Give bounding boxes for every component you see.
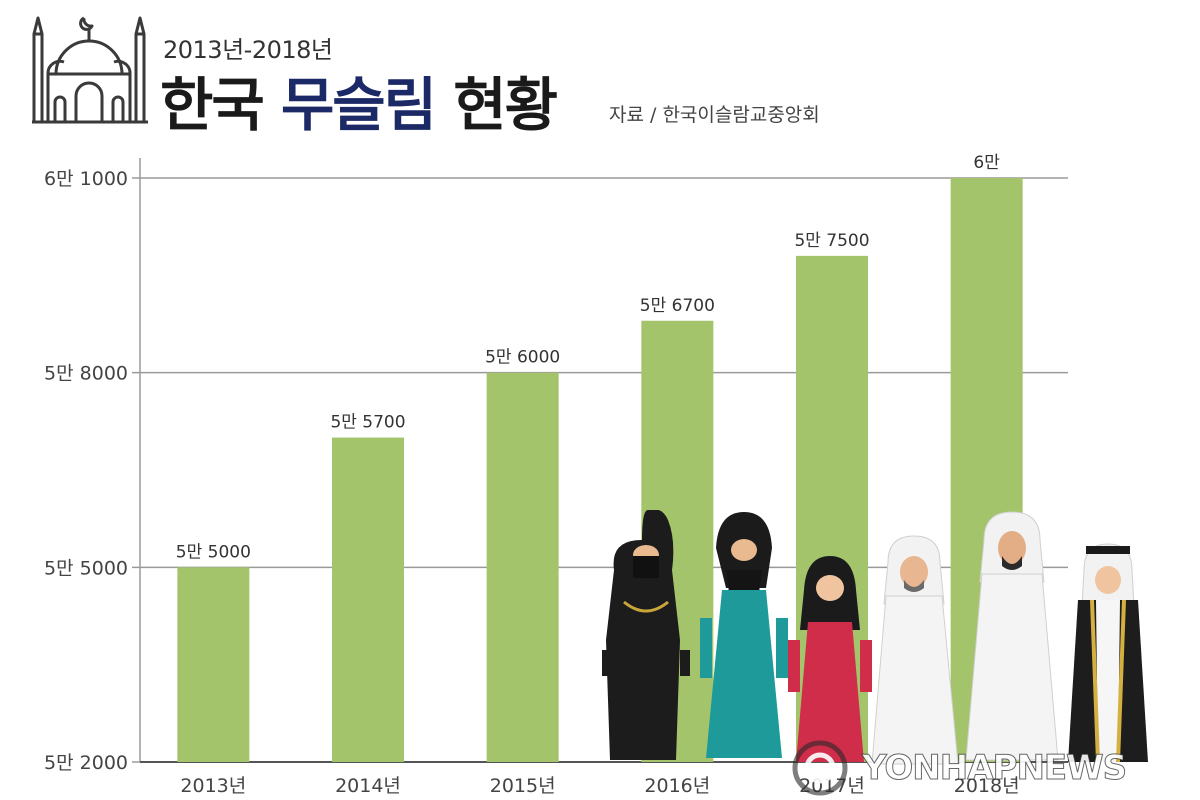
x-tick-label: 2016년 bbox=[644, 775, 710, 797]
man-white-thobe-tall-figure bbox=[965, 511, 1059, 761]
y-tick-label: 5만 2000 bbox=[44, 752, 128, 774]
bar-value-label: 5만 5700 bbox=[330, 413, 405, 433]
bar bbox=[177, 567, 250, 762]
bar-value-label: 5만 7500 bbox=[794, 231, 869, 251]
x-tick-label: 2013년 bbox=[180, 775, 246, 797]
woman-niqab-black-figure bbox=[602, 510, 690, 760]
watermark-text: YONHAPNEWS bbox=[861, 748, 1127, 789]
chart-title: 한국 무슬림 현황 bbox=[160, 58, 558, 142]
y-tick-label: 5만 8000 bbox=[44, 363, 128, 385]
muslim-people-illustration bbox=[602, 510, 1148, 765]
bar-value-label: 5만 5000 bbox=[176, 542, 251, 562]
x-tick-label: 2018년 bbox=[954, 775, 1020, 797]
boy-black-bisht-figure bbox=[1068, 543, 1148, 763]
source-note: 자료 / 한국이슬람교중앙회 bbox=[609, 104, 820, 126]
bar bbox=[486, 372, 559, 762]
woman-teal-dress-figure bbox=[700, 512, 788, 758]
title-highlight: 무슬림 bbox=[280, 71, 437, 139]
man-white-thobe-figure bbox=[871, 535, 959, 765]
mosque-icon bbox=[32, 16, 148, 124]
bar bbox=[332, 437, 404, 762]
bar-value-label: 5만 6000 bbox=[485, 348, 560, 368]
x-tick-label: 2014년 bbox=[335, 775, 401, 797]
x-tick-label: 2015년 bbox=[490, 775, 556, 797]
yonhap-watermark: YONHAPNEWS bbox=[780, 738, 1200, 798]
labels: 5만 2000 5만 5000 5만 8000 6만 1000 5만 5000 2013년… bbox=[44, 153, 1020, 797]
bar-value-label: 6만 bbox=[973, 153, 1000, 173]
chart-subtitle: 2013년-2018년 bbox=[163, 36, 333, 64]
bar-value-label: 5만 6700 bbox=[640, 296, 715, 316]
title-part-1: 한국 bbox=[160, 71, 265, 139]
yonhap-logo-icon bbox=[792, 740, 848, 796]
girl-red-dress-figure bbox=[788, 556, 872, 762]
y-tick-label: 6만 1000 bbox=[44, 168, 128, 190]
title-part-2: 현황 bbox=[453, 71, 558, 139]
y-tick-label: 5만 5000 bbox=[44, 557, 128, 579]
